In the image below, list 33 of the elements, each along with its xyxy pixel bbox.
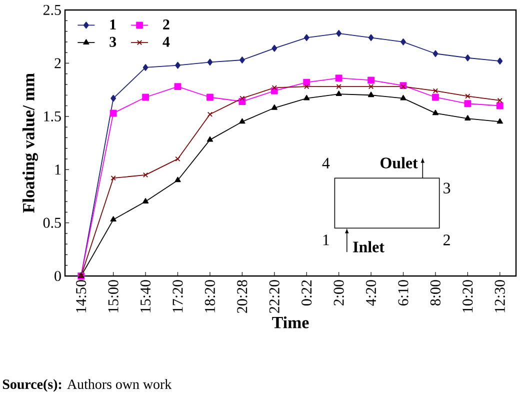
legend-label: 3 (110, 36, 116, 47)
x-tick-label: 17:20 (172, 280, 183, 312)
y-tick-label: 2 (54, 58, 61, 68)
annotation: Oulet (380, 157, 418, 168)
annotation: 1 (323, 234, 329, 246)
annotation: 3 (444, 182, 450, 194)
annotation: 2 (443, 234, 450, 246)
legend-label: 1 (110, 20, 116, 30)
x-tick-label: 4:20 (366, 280, 376, 306)
x-tick-label: 22:20 (269, 280, 280, 313)
y-tick-label: 0 (54, 270, 61, 282)
x-axis-title: Time (272, 316, 309, 328)
legend-label: 2 (163, 20, 170, 30)
x-tick-label: 15:00 (108, 280, 118, 312)
annotation: Inlet (353, 241, 384, 252)
x-tick-label: 8:00 (430, 280, 441, 306)
x-tick-label: 18:20 (204, 280, 216, 312)
y-tick-label: 1 (55, 164, 61, 175)
x-tick-label: 6:10 (398, 280, 408, 306)
y-tick-label: 1.5 (44, 111, 61, 122)
x-tick-label: 20:28 (237, 280, 248, 313)
x-tick-label: 15:40 (140, 280, 151, 312)
x-tick-label: 12:30 (494, 280, 505, 312)
y-tick-label: 0.5 (43, 218, 61, 228)
x-tick-label: 0:22 (302, 280, 312, 306)
y-axis-title: Floating value/ mm (22, 73, 38, 213)
legend-label: 4 (162, 36, 170, 47)
y-tick-label: 2.5 (43, 4, 61, 16)
annotation: 4 (322, 158, 330, 168)
x-tick-label: 14:50 (76, 280, 86, 312)
x-tick-label: 10:20 (462, 280, 473, 312)
x-tick-label: 2:00 (334, 280, 344, 306)
text: Source(s): Authors own work (2, 379, 172, 392)
